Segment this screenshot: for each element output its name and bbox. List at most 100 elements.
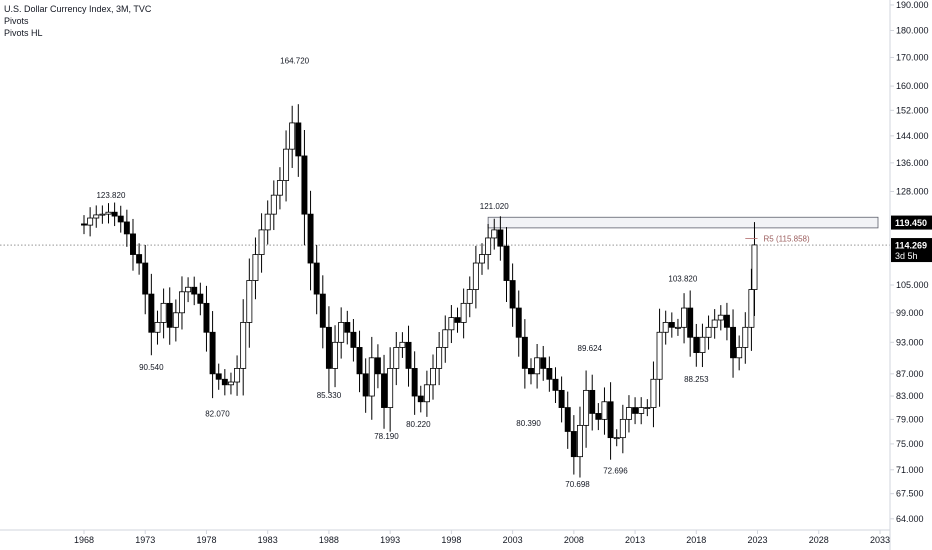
candle-body xyxy=(748,289,755,328)
y-tick-label: 83.000 xyxy=(896,391,924,401)
candle-body xyxy=(717,314,724,321)
pivot-label: 121.020 xyxy=(480,202,509,211)
pivot-label: 90.540 xyxy=(139,363,164,372)
last-price-badge xyxy=(891,238,932,263)
candle-body xyxy=(644,407,651,409)
candle-body xyxy=(172,312,179,328)
candle-body xyxy=(111,211,118,217)
candle-body xyxy=(723,314,730,328)
candle-body xyxy=(515,307,522,338)
candle-body xyxy=(332,341,339,369)
candle-body xyxy=(405,341,412,369)
candle-body xyxy=(595,413,602,420)
y-tick-label: 71.000 xyxy=(896,465,924,475)
candle-body xyxy=(166,302,173,328)
pivot-label: 80.390 xyxy=(516,419,541,428)
candle-body xyxy=(374,357,381,375)
candle-body xyxy=(656,331,663,380)
candle-body xyxy=(221,378,228,386)
candle-body xyxy=(227,381,234,386)
candle-body xyxy=(589,389,596,414)
candle-body xyxy=(191,286,198,295)
resistance-zone xyxy=(487,216,879,229)
y-tick-label: 79.000 xyxy=(896,414,924,424)
candle-body xyxy=(576,424,583,458)
candle-body xyxy=(344,322,351,333)
x-tick-label: 2033 xyxy=(870,535,890,545)
candle-body xyxy=(681,307,688,328)
candle-body xyxy=(472,262,479,290)
pivot-label: 89.624 xyxy=(578,344,603,353)
candle-body xyxy=(283,148,290,181)
candle-body xyxy=(362,373,369,397)
candle-body xyxy=(564,407,571,432)
candle-body xyxy=(301,155,308,215)
candle-body xyxy=(185,286,192,293)
x-tick-label: 2013 xyxy=(625,535,645,545)
candle-body xyxy=(619,418,626,439)
candle-body xyxy=(436,347,443,369)
candle-body xyxy=(234,368,241,383)
chart-legend: U.S. Dollar Currency Index, 3M, TVC Pivo… xyxy=(4,3,151,39)
y-tick-label: 128.000 xyxy=(896,186,929,196)
candle-body xyxy=(289,122,296,150)
candle-body xyxy=(552,378,559,391)
candle-body xyxy=(650,378,657,408)
candle-body xyxy=(570,431,577,458)
candle-body xyxy=(693,336,700,353)
indicator-pivots-hl[interactable]: Pivots HL xyxy=(4,28,43,38)
candle-body xyxy=(387,368,394,408)
candle-body xyxy=(356,347,363,375)
candle-body xyxy=(497,229,504,247)
y-tick-label: 180.000 xyxy=(896,25,929,35)
pivot-label: 88.253 xyxy=(684,375,709,384)
x-tick-label: 2018 xyxy=(686,535,706,545)
candle-body xyxy=(638,407,645,414)
candle-body xyxy=(246,280,253,323)
candle-body xyxy=(399,341,406,348)
candle-body xyxy=(546,368,553,380)
pivot-label: 80.220 xyxy=(406,420,431,429)
y-tick-label: 67.500 xyxy=(896,489,924,499)
x-tick-label: 2028 xyxy=(809,535,829,545)
candle-body xyxy=(711,319,718,328)
candle-body xyxy=(448,317,455,331)
y-tick-label: 170.000 xyxy=(896,52,929,62)
x-tick-label: 1988 xyxy=(319,535,339,545)
candle-body xyxy=(270,194,277,215)
y-tick-label: 87.000 xyxy=(896,369,924,379)
candle-body xyxy=(368,357,375,397)
candle-body xyxy=(509,280,516,309)
candle-body xyxy=(215,373,222,380)
indicator-pivots[interactable]: Pivots xyxy=(4,16,29,26)
candle-body xyxy=(662,322,669,333)
zone-price-badge xyxy=(891,215,932,230)
candle-body xyxy=(674,326,681,329)
pivot-label: 78.190 xyxy=(374,432,399,441)
candle-body xyxy=(730,326,737,359)
last-price-countdown: 3d 5h xyxy=(895,251,918,261)
candle-body xyxy=(411,368,418,397)
candle-body xyxy=(742,326,749,348)
candle-body xyxy=(479,254,485,264)
candle-body xyxy=(381,373,388,408)
candle-body xyxy=(751,244,758,290)
candle-body xyxy=(142,262,149,295)
y-tick-label: 160.000 xyxy=(896,81,929,91)
candle-body xyxy=(338,322,345,343)
candle-body xyxy=(325,326,332,369)
x-tick-label: 1993 xyxy=(380,535,400,545)
candle-body xyxy=(705,326,712,338)
y-tick-label: 75.000 xyxy=(896,439,924,449)
y-tick-label: 93.000 xyxy=(896,337,924,347)
candle-body xyxy=(117,215,124,223)
candle-body xyxy=(123,221,130,235)
candle-body xyxy=(154,322,161,333)
pivot-label: 82.070 xyxy=(205,409,230,418)
candle-body xyxy=(558,389,565,408)
candle-body xyxy=(528,368,534,375)
candle-body xyxy=(491,229,498,239)
candle-body xyxy=(105,211,112,215)
candle-body xyxy=(313,262,320,295)
